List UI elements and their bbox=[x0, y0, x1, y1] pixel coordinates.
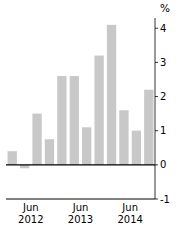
y-tick-label: 2 bbox=[160, 91, 166, 102]
bar bbox=[8, 151, 17, 165]
y-tick-label: -1 bbox=[160, 194, 170, 205]
y-tick bbox=[155, 62, 158, 63]
y-tick-label: 4 bbox=[160, 23, 166, 34]
base-line bbox=[6, 199, 155, 200]
bar bbox=[107, 25, 116, 165]
y-tick-label: 1 bbox=[160, 125, 166, 136]
y-tick bbox=[155, 199, 158, 200]
y-tick bbox=[155, 96, 158, 97]
y-tick-label: 3 bbox=[160, 57, 166, 68]
bars bbox=[8, 25, 154, 168]
y-axis-line bbox=[155, 18, 156, 199]
bar bbox=[57, 76, 66, 165]
y-tick bbox=[155, 130, 158, 131]
bar bbox=[144, 90, 153, 165]
y-tick bbox=[155, 28, 158, 29]
bar bbox=[70, 76, 79, 165]
bar bbox=[45, 139, 54, 165]
bar bbox=[119, 110, 128, 165]
x-tick-label: Jun2013 bbox=[68, 202, 93, 225]
x-tick-label: Jun2012 bbox=[18, 202, 43, 225]
zero-line bbox=[6, 164, 155, 165]
bar bbox=[82, 127, 91, 165]
y-tick bbox=[155, 164, 158, 165]
bar bbox=[32, 114, 41, 165]
x-tick-label: Jun2014 bbox=[117, 202, 142, 225]
chart: -1 0 1 2 3 4% Jun2012 Jun2013 Jun2014 bbox=[0, 0, 181, 231]
bar bbox=[94, 56, 103, 165]
y-tick-label: 0 bbox=[160, 159, 166, 170]
bar bbox=[132, 131, 141, 165]
y-axis-label: % bbox=[160, 2, 170, 14]
